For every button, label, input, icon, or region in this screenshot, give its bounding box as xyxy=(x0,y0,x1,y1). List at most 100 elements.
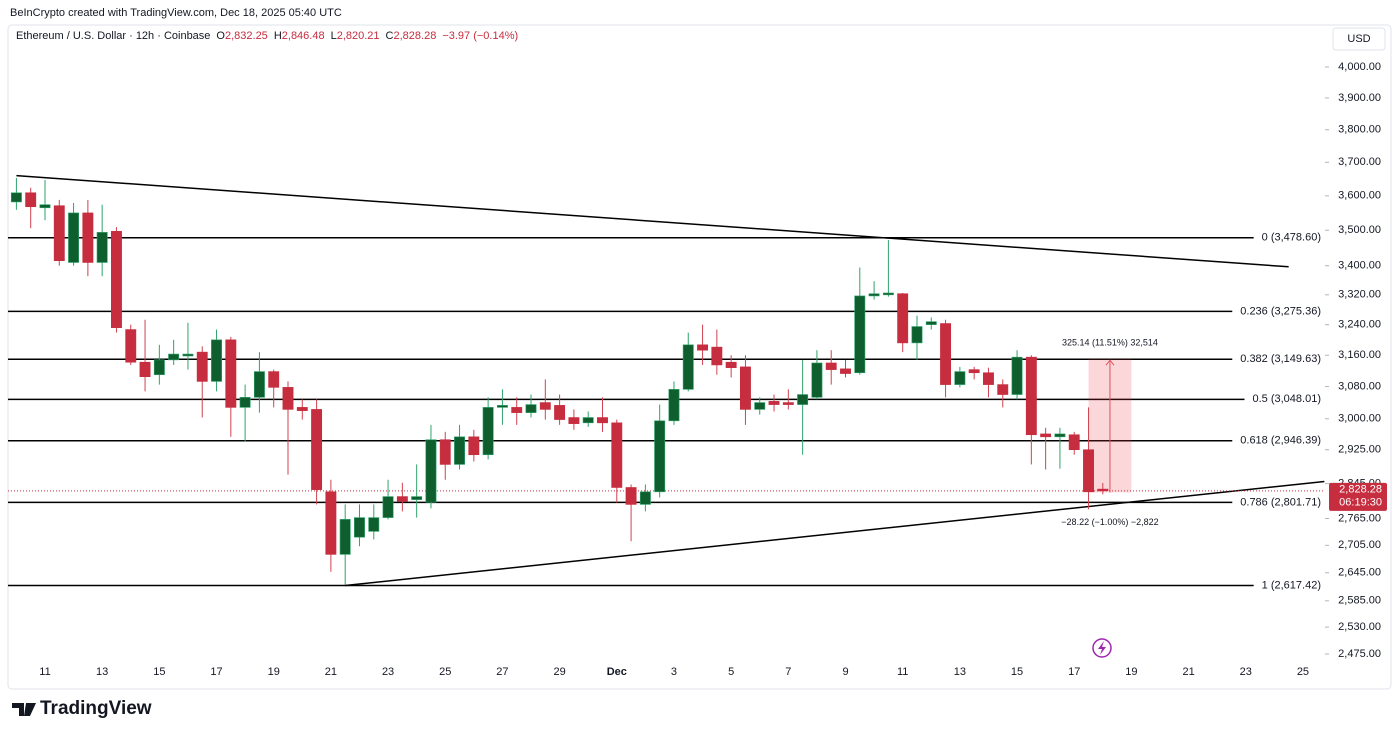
candle-body xyxy=(911,326,923,344)
ohlc-key: H xyxy=(273,30,282,42)
candle-body xyxy=(554,405,566,420)
x-tick-label: 11 xyxy=(39,666,50,678)
candle-body xyxy=(954,371,966,385)
candle-body xyxy=(840,368,851,374)
candle-body xyxy=(1068,434,1080,451)
x-tick-label: 17 xyxy=(1068,666,1080,678)
candle-body xyxy=(983,372,994,385)
candle-body xyxy=(68,212,80,263)
x-tick-label: 15 xyxy=(153,666,165,678)
candle-body xyxy=(668,389,680,422)
y-tick-label: 2,765.00 xyxy=(1338,512,1381,524)
x-tick-label: 11 xyxy=(897,666,908,678)
candle-body xyxy=(868,293,880,297)
candle-body xyxy=(25,192,37,208)
y-tick-label: 3,800.00 xyxy=(1338,124,1381,136)
fib-label: 0.382 (3,149.63) xyxy=(1240,353,1321,365)
ohlc: C2,828.28 xyxy=(386,30,437,42)
candle-body xyxy=(311,409,323,490)
candle-body xyxy=(639,491,651,505)
candle-body xyxy=(654,420,666,493)
candle-body xyxy=(354,517,365,538)
price-tag-countdown: 06:19:30 xyxy=(1339,497,1382,509)
x-tick-label: 21 xyxy=(1182,666,1194,678)
event-icon xyxy=(1092,638,1112,658)
candle-body xyxy=(682,344,694,390)
attribution: BeInCrypto created with TradingView.com,… xyxy=(10,7,342,19)
candle-body xyxy=(797,394,809,405)
y-tick-label: 3,080.00 xyxy=(1338,380,1381,392)
candle-body xyxy=(411,496,423,500)
measure-label: 325.14 (11.51%) 32,514 xyxy=(1062,338,1158,348)
candle-body xyxy=(396,496,408,502)
x-tick-label: 25 xyxy=(439,666,451,678)
trendline xyxy=(345,480,1325,587)
candle-body xyxy=(196,351,208,382)
candle-body xyxy=(82,212,94,263)
y-tick-label: 3,600.00 xyxy=(1338,190,1381,202)
ohlc-key: C xyxy=(385,30,394,42)
ohlc-value: 2,832.25 xyxy=(224,30,268,42)
candle-body xyxy=(597,417,608,424)
candle-body xyxy=(925,321,937,325)
y-tick-label: 2,530.00 xyxy=(1338,621,1381,633)
candle-body xyxy=(739,366,751,410)
candle-body xyxy=(153,359,165,376)
ohlc-key: L xyxy=(330,30,337,42)
ohlc-value: 2,820.21 xyxy=(336,30,380,42)
candle-body xyxy=(940,323,952,385)
fib-label: 0.618 (2,946.39) xyxy=(1240,435,1321,447)
y-tick-label: 3,400.00 xyxy=(1338,260,1381,272)
price-tag xyxy=(1329,482,1387,511)
x-tick-label: 9 xyxy=(842,666,848,678)
candle-body xyxy=(754,402,766,410)
candle-body xyxy=(854,295,866,374)
candle-body xyxy=(1040,433,1052,438)
candle-body xyxy=(325,491,337,555)
fib-label: 0.786 (2,801.71) xyxy=(1240,496,1321,508)
candle-body xyxy=(96,232,108,263)
candle-body xyxy=(1097,488,1109,492)
fib-label: 0.236 (3,275.36) xyxy=(1240,305,1321,317)
y-tick-label: 3,000.00 xyxy=(1338,413,1381,425)
ohlc-value: 2,828.28 xyxy=(393,30,437,42)
candle-body xyxy=(10,192,22,203)
candle-body xyxy=(339,519,351,555)
currency-box xyxy=(1332,27,1386,51)
price-tag-value: 2,828.28 xyxy=(1339,484,1382,496)
candle-body xyxy=(182,353,194,357)
candle-body xyxy=(568,417,580,424)
x-tick-label: 17 xyxy=(210,666,222,678)
candle-body xyxy=(482,407,494,456)
x-tick-label: 13 xyxy=(954,666,966,678)
x-tick-label: 23 xyxy=(1240,666,1252,678)
candle-body xyxy=(39,204,51,209)
candle-body xyxy=(454,436,465,465)
logo: TradingView xyxy=(40,698,152,719)
candle-body xyxy=(625,487,637,505)
x-tick-label: 5 xyxy=(728,666,734,678)
x-tick-label: 15 xyxy=(1011,666,1023,678)
ohlc-key: O xyxy=(216,30,225,42)
candle-body xyxy=(468,436,480,456)
candle-body xyxy=(368,517,380,532)
candle-body xyxy=(168,353,180,361)
y-tick-label: 2,475.00 xyxy=(1338,648,1381,660)
candle-body xyxy=(382,496,394,518)
y-tick-label: 2,645.00 xyxy=(1338,567,1381,579)
candle-body xyxy=(439,439,451,465)
fib-label: 0.5 (3,048.01) xyxy=(1253,393,1322,405)
x-tick-label: 25 xyxy=(1297,666,1309,678)
candle-body xyxy=(768,401,780,405)
candle-body xyxy=(496,405,508,408)
y-tick-label: 2,705.00 xyxy=(1338,539,1381,551)
y-tick-label: 3,320.00 xyxy=(1338,289,1381,301)
candle-body xyxy=(697,344,709,351)
ohlc: H2,846.48 xyxy=(274,30,325,42)
candle-body xyxy=(282,387,294,410)
candle-body xyxy=(711,346,723,366)
x-tick-label: 7 xyxy=(785,666,791,678)
y-tick-label: 3,160.00 xyxy=(1338,349,1381,361)
fib-label: 0 (3,478.60) xyxy=(1262,232,1321,244)
